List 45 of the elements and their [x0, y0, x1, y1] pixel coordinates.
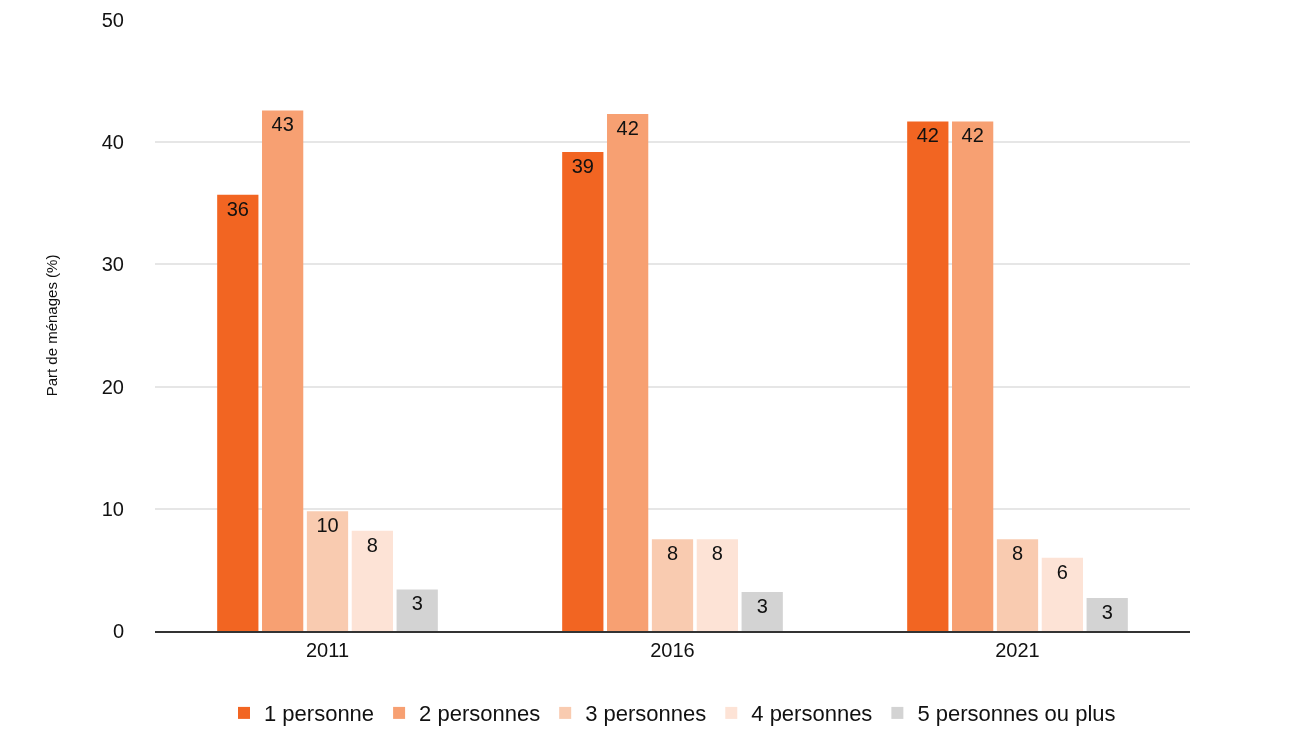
- bar: [952, 121, 994, 631]
- bar: [562, 151, 604, 631]
- legend-label: 3 personnes: [585, 701, 707, 727]
- legend-label: 2 personnes: [419, 701, 541, 727]
- data-label: 42: [616, 117, 639, 140]
- bar: [351, 530, 393, 631]
- data-label: 8: [666, 542, 679, 565]
- data-label: 39: [571, 154, 594, 177]
- data-label: 10: [316, 514, 339, 537]
- bar: [217, 194, 259, 631]
- bar: [907, 121, 949, 631]
- bar: [996, 539, 1039, 631]
- data-label: 8: [366, 533, 378, 556]
- data-label: 3: [1101, 601, 1113, 624]
- y-tick-label: 0: [112, 620, 124, 642]
- x-tick-label: 2021: [995, 639, 1040, 661]
- y-tick-label: 30: [101, 253, 124, 276]
- bar: [607, 114, 649, 631]
- data-label: 8: [711, 542, 723, 565]
- bar: [396, 589, 438, 631]
- data-label: 3: [411, 592, 423, 615]
- bar: [1041, 557, 1083, 631]
- x-tick-label: 2011: [305, 639, 350, 661]
- data-label: 42: [961, 124, 984, 147]
- y-axis-title: Part de ménages (%): [43, 254, 60, 397]
- y-tick-label: 10: [101, 497, 124, 520]
- data-label: 36: [226, 197, 249, 220]
- legend-label: 1 personne: [264, 701, 375, 727]
- data-label: 43: [271, 113, 294, 136]
- y-tick-label: 20: [101, 375, 124, 398]
- data-label: 6: [1056, 560, 1068, 583]
- bar: [306, 511, 349, 631]
- y-tick-label: 50: [101, 9, 124, 31]
- data-label: 42: [916, 124, 939, 147]
- bar: [651, 539, 694, 631]
- bar: [262, 110, 304, 631]
- legend-label: 5 personnes ou plus: [917, 701, 1116, 727]
- bar: [696, 539, 738, 631]
- bar: [1086, 598, 1128, 631]
- bar: [741, 591, 783, 631]
- x-tick-label: 2016: [650, 639, 695, 661]
- data-label: 8: [1011, 542, 1024, 565]
- y-tick-label: 40: [101, 131, 124, 154]
- data-label: 3: [756, 594, 768, 617]
- legend-label: 4 personnes: [751, 701, 873, 727]
